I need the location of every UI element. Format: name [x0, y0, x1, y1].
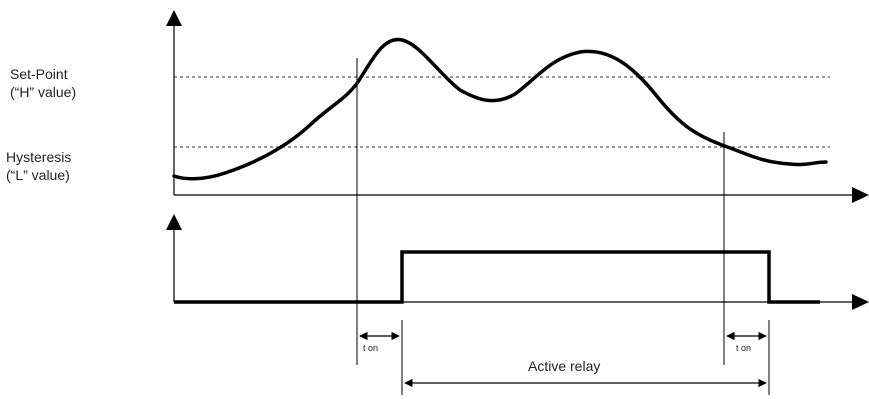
active-relay-label: Active relay	[528, 358, 600, 374]
bottom-y-axis-arrow-icon	[166, 214, 182, 230]
setpoint-label-line1: Set-Point	[10, 66, 68, 82]
bottom-x-axis-arrow-icon	[852, 294, 869, 310]
signal-curve	[172, 37, 828, 181]
t-on-left-label: t on	[363, 343, 378, 353]
top-y-axis-arrow-icon	[166, 10, 182, 26]
top-x-axis-arrow-icon	[852, 187, 869, 203]
hysteresis-label-line2: (“L” value)	[6, 167, 70, 183]
relay-state-waveform	[174, 250, 820, 304]
setpoint-label-line2: (“H” value)	[10, 84, 76, 100]
t-on-right-label: t on	[736, 343, 751, 353]
hysteresis-label-line1: Hysteresis	[6, 149, 71, 165]
